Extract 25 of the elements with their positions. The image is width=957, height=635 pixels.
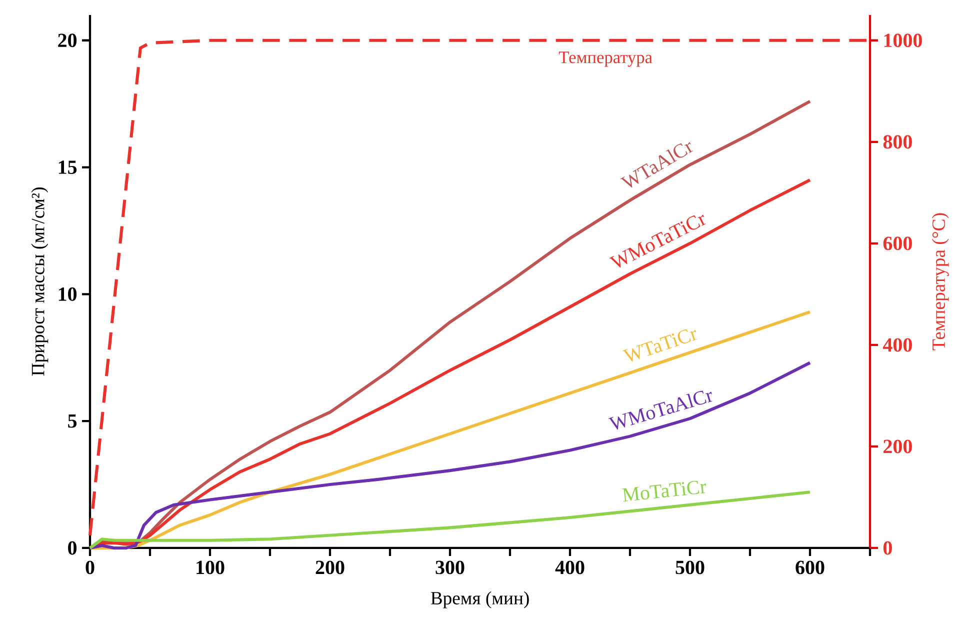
text: WTaTiCr (622, 329, 697, 362)
y2-tick-label: 1000 (884, 34, 922, 48)
y2-tick-label: 600 (883, 236, 912, 250)
y-tick-label: 0 (68, 541, 77, 555)
x-axis-title: Время (мин) (430, 591, 529, 608)
y2-tick-label: 200 (884, 440, 912, 454)
text: MoTaTiCr (622, 480, 706, 502)
x-tick-label: 200 (316, 560, 344, 574)
y-axis-title: Прирост массы (мг/см²) (31, 188, 48, 376)
series-label: Температура (558, 52, 652, 67)
y-tick-label: 20 (58, 34, 77, 48)
y2-tick-label: 800 (883, 135, 912, 149)
y2-axis-title: Температура (°C) (932, 213, 949, 350)
x-tick-label: 0 (86, 560, 94, 574)
x-tick-label: 300 (436, 560, 464, 574)
x-tick-label: 400 (555, 560, 584, 574)
y-tick-label: 10 (58, 287, 77, 301)
line-series (88, 361, 812, 550)
y-tick-label: 5 (68, 414, 77, 428)
x-tick-label: 600 (796, 560, 824, 574)
y2-tick-label: 400 (882, 338, 912, 352)
x-tick-label: 100 (196, 560, 224, 574)
y2-tick-label: 0 (883, 541, 892, 555)
y-tick-label: 15 (58, 160, 77, 174)
x-tick-label: 500 (676, 560, 704, 574)
